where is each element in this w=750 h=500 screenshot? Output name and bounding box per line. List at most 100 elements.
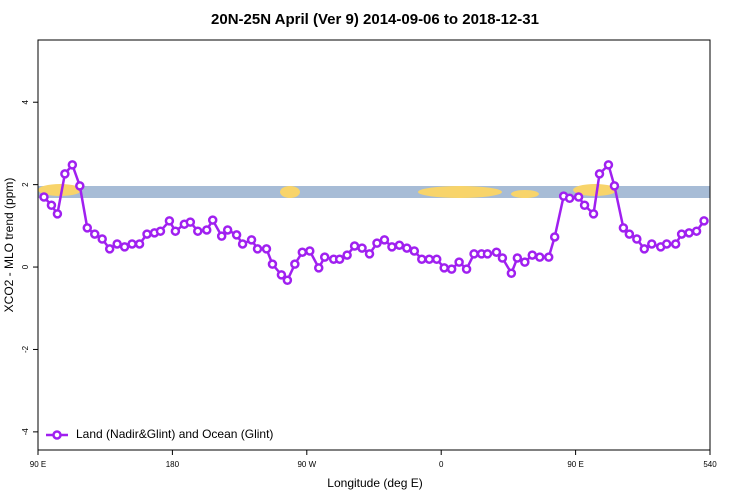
- data-point: [201, 225, 212, 235]
- data-point: [461, 264, 472, 274]
- data-point: [454, 257, 464, 267]
- data-point: [402, 243, 412, 253]
- data-point: [372, 238, 382, 248]
- data-point: [603, 160, 614, 170]
- data-point: [297, 247, 308, 257]
- x-tick-label: 90 E: [30, 460, 46, 469]
- data-point: [379, 235, 390, 245]
- data-point: [170, 226, 181, 236]
- data-point: [506, 268, 517, 278]
- series-line: [43, 162, 706, 283]
- y-tick-label: 2: [21, 182, 30, 187]
- data-point: [282, 275, 293, 285]
- data-point: [319, 252, 330, 262]
- data-point: [609, 181, 620, 191]
- data-point: [632, 234, 642, 244]
- data-point: [75, 181, 85, 191]
- data-point: [185, 217, 196, 227]
- data-point: [164, 216, 175, 226]
- data-point: [193, 226, 203, 236]
- data-point: [647, 239, 657, 249]
- data-point: [357, 243, 367, 253]
- data-point: [670, 239, 681, 249]
- data-point: [387, 242, 397, 252]
- legend-marker: [52, 430, 62, 440]
- data-point: [676, 229, 687, 239]
- y-tick-label: 0: [21, 264, 30, 269]
- chart-title: 20N-25N April (Ver 9) 2014-09-06 to 2018…: [211, 11, 539, 28]
- x-tick-label: 90 W: [297, 460, 316, 469]
- legend-label: Land (Nadir&Glint) and Ocean (Glint): [76, 427, 273, 441]
- data-point: [216, 231, 227, 241]
- data-point: [573, 192, 584, 202]
- y-tick-label: -4: [21, 428, 30, 436]
- data-point: [276, 270, 287, 280]
- data-point: [497, 253, 508, 263]
- data-point: [549, 232, 560, 242]
- data-point: [520, 257, 530, 267]
- data-point: [431, 254, 442, 264]
- data-point: [661, 239, 672, 249]
- data-point: [46, 200, 57, 210]
- data-point: [52, 209, 63, 219]
- data-point: [252, 244, 263, 254]
- data-point: [364, 249, 375, 259]
- data-point: [342, 250, 352, 260]
- data-point: [684, 228, 694, 238]
- y-tick-label: 4: [21, 99, 30, 104]
- data-point: [39, 192, 49, 202]
- data-point: [246, 235, 257, 245]
- data-point: [527, 250, 538, 260]
- data-point: [334, 254, 345, 264]
- data-point: [624, 229, 635, 239]
- data-point: [222, 225, 233, 235]
- x-tick-label: 180: [166, 460, 180, 469]
- data-point: [127, 239, 137, 249]
- data-point: [579, 200, 590, 210]
- data-point: [535, 252, 545, 262]
- data-point: [482, 249, 493, 259]
- data-point: [89, 229, 100, 239]
- data-point: [237, 239, 248, 249]
- data-point: [691, 226, 702, 236]
- data-point: [104, 244, 115, 254]
- data-point: [618, 223, 629, 233]
- data-point: [261, 244, 272, 254]
- data-point: [409, 246, 420, 256]
- plot-frame: [37, 39, 711, 451]
- x-axis-label: Longitude (deg E): [327, 476, 422, 490]
- data-point: [267, 259, 278, 269]
- data-point: [231, 230, 242, 240]
- data-point: [313, 263, 324, 273]
- data-point: [491, 247, 502, 257]
- data-point: [97, 234, 107, 244]
- data-point: [594, 169, 605, 179]
- y-tick-label: -2: [21, 345, 30, 353]
- data-point: [112, 239, 122, 249]
- data-point: [564, 193, 575, 203]
- data-point: [290, 259, 300, 269]
- data-point: [469, 249, 479, 259]
- data-point: [349, 241, 360, 251]
- data-point: [699, 216, 709, 226]
- data-point: [439, 263, 449, 273]
- data-point: [82, 223, 93, 233]
- x-tick-label: 540: [703, 460, 717, 469]
- y-axis-label: XCO2 - MLO trend (ppm): [2, 178, 16, 313]
- x-tick-label: 0: [439, 460, 444, 469]
- data-point: [305, 246, 315, 256]
- data-point: [446, 264, 457, 274]
- data-point: [119, 242, 130, 252]
- data-point: [142, 229, 152, 239]
- data-point: [424, 254, 435, 264]
- data-point: [67, 160, 78, 170]
- data-point: [207, 215, 218, 225]
- data-point: [417, 254, 427, 264]
- data-point: [134, 239, 145, 249]
- data-point: [394, 240, 405, 250]
- data-point: [588, 209, 599, 219]
- data-point: [155, 226, 166, 236]
- data-point: [543, 252, 554, 262]
